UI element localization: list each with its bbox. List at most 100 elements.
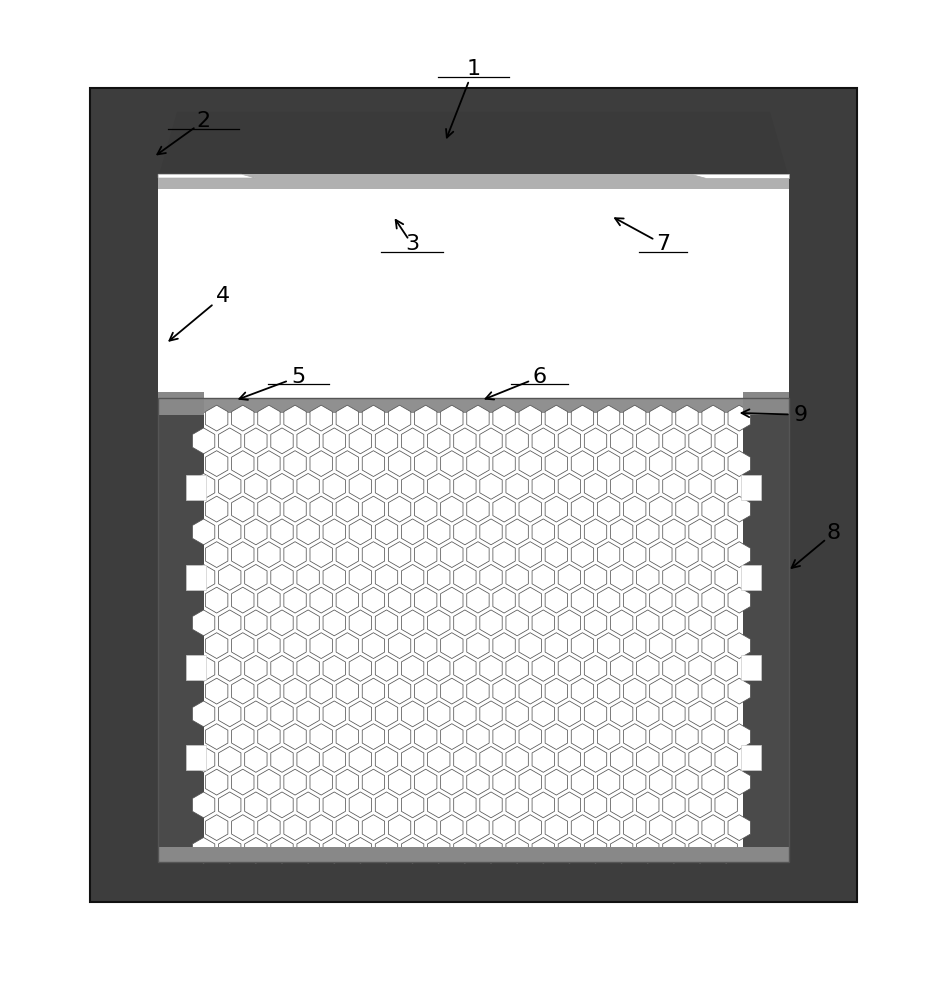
Polygon shape [258,633,280,659]
Polygon shape [219,564,241,590]
Polygon shape [219,519,241,545]
Polygon shape [545,542,567,568]
Polygon shape [284,451,306,477]
Text: 6: 6 [533,367,546,387]
Polygon shape [702,815,724,841]
Polygon shape [480,428,502,454]
Polygon shape [650,451,672,477]
Polygon shape [519,587,542,613]
Polygon shape [297,746,319,772]
Polygon shape [310,678,332,704]
Polygon shape [205,496,228,522]
Polygon shape [349,428,371,454]
Polygon shape [258,587,280,613]
Polygon shape [545,678,567,704]
Polygon shape [715,473,738,499]
Bar [186,565,206,590]
Polygon shape [284,405,306,431]
Polygon shape [402,701,424,727]
Polygon shape [232,815,254,841]
Polygon shape [492,633,515,659]
Polygon shape [415,451,437,477]
Polygon shape [363,678,384,704]
Polygon shape [244,564,267,590]
Polygon shape [284,769,306,795]
Polygon shape [192,610,215,636]
Polygon shape [310,633,332,659]
Polygon shape [676,724,698,750]
Polygon shape [467,769,490,795]
Polygon shape [558,428,581,454]
Polygon shape [650,587,672,613]
Bar [158,392,204,415]
Polygon shape [427,610,450,636]
Polygon shape [310,405,332,431]
Polygon shape [532,837,554,863]
Polygon shape [297,837,319,863]
Polygon shape [728,633,750,659]
Polygon shape [611,519,633,545]
Polygon shape [688,610,711,636]
Bar [186,475,206,500]
Polygon shape [467,542,490,568]
Polygon shape [402,428,424,454]
Polygon shape [558,519,581,545]
Text: 4: 4 [216,286,229,306]
Polygon shape [244,655,267,681]
Polygon shape [415,496,437,522]
Bar [743,410,789,850]
Polygon shape [454,837,476,863]
Polygon shape [584,837,607,863]
Polygon shape [688,564,711,590]
Polygon shape [480,792,502,818]
Polygon shape [702,724,724,750]
Polygon shape [611,792,633,818]
Text: 9: 9 [794,405,807,425]
Polygon shape [440,405,463,431]
Polygon shape [545,724,567,750]
Polygon shape [519,724,542,750]
Polygon shape [192,655,215,681]
Polygon shape [363,496,384,522]
Polygon shape [623,724,646,750]
Polygon shape [205,405,228,431]
Polygon shape [284,633,306,659]
Polygon shape [284,496,306,522]
Polygon shape [715,837,738,863]
Polygon shape [323,428,346,454]
Polygon shape [258,451,280,477]
Polygon shape [244,746,267,772]
Polygon shape [571,815,594,841]
Polygon shape [650,496,672,522]
Polygon shape [611,655,633,681]
Polygon shape [623,633,646,659]
Polygon shape [219,746,241,772]
Polygon shape [375,746,398,772]
Polygon shape [598,633,619,659]
Polygon shape [402,473,424,499]
Polygon shape [702,451,724,477]
Polygon shape [205,587,228,613]
Polygon shape [388,587,411,613]
Polygon shape [232,633,254,659]
Polygon shape [427,428,450,454]
Polygon shape [636,473,659,499]
Polygon shape [205,633,228,659]
Polygon shape [636,837,659,863]
Polygon shape [297,610,319,636]
Polygon shape [702,633,724,659]
Polygon shape [244,428,267,454]
Polygon shape [623,587,646,613]
Polygon shape [636,792,659,818]
Polygon shape [532,473,554,499]
Polygon shape [636,655,659,681]
Polygon shape [650,678,672,704]
Polygon shape [519,451,542,477]
Polygon shape [584,610,607,636]
Polygon shape [375,473,398,499]
Polygon shape [284,724,306,750]
Polygon shape [663,655,685,681]
Polygon shape [323,564,346,590]
Polygon shape [310,815,332,841]
Polygon shape [415,724,437,750]
